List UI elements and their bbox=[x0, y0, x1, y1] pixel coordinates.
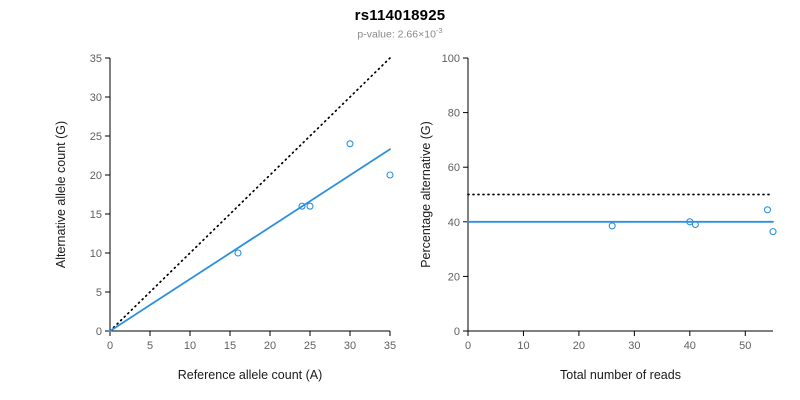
allele-count-scatter-chart: 0 5 10 15 20 25 30 35 0 5 10 15 20 25 30 35 Reference al… bbox=[54, 53, 396, 382]
x-tick-label: 50 bbox=[739, 340, 751, 352]
data-point bbox=[298, 202, 306, 210]
x-axis-label: Reference allele count (A) bbox=[178, 368, 323, 382]
pvalue-exponent: -3 bbox=[435, 26, 443, 35]
x-tick-label: 35 bbox=[384, 340, 396, 352]
y-tick-label: 20 bbox=[448, 271, 460, 283]
y-tick-label: 80 bbox=[448, 108, 460, 120]
x-tick-label: 25 bbox=[304, 340, 316, 352]
x-tick-label: 20 bbox=[264, 340, 276, 352]
y-tick-label: 10 bbox=[90, 248, 102, 260]
y-tick-label: 15 bbox=[90, 209, 102, 221]
y-tick-label: 60 bbox=[448, 162, 460, 174]
data-point bbox=[346, 140, 354, 148]
y-axis-label: Alternative allele count (G) bbox=[54, 121, 68, 268]
y-tick-label: 100 bbox=[442, 53, 460, 65]
data-point bbox=[386, 171, 394, 179]
data-point bbox=[608, 222, 616, 230]
identity-expected-line bbox=[109, 57, 391, 332]
x-tick-label: 0 bbox=[465, 340, 471, 352]
x-tick-label: 10 bbox=[184, 340, 196, 352]
y-tick-label: 40 bbox=[448, 217, 460, 229]
x-tick-label: 30 bbox=[344, 340, 356, 352]
data-point bbox=[234, 249, 242, 257]
x-tick-label: 30 bbox=[628, 340, 640, 352]
fitted-line bbox=[109, 148, 391, 332]
y-tick-label: 35 bbox=[90, 53, 102, 65]
y-tick-label: 5 bbox=[96, 287, 102, 299]
pvalue-text: p-value: 2.66×10 bbox=[357, 28, 436, 41]
y-tick-label: 25 bbox=[90, 131, 102, 143]
figure-header: rs114018925 p-value: 2.66×10-3 bbox=[0, 0, 800, 46]
pvalue-subtitle: p-value: 2.66×10-3 bbox=[0, 26, 800, 41]
charts-row: 0 5 10 15 20 25 30 35 0 5 10 15 20 25 30 35 Reference al… bbox=[0, 46, 800, 396]
x-tick-label: 10 bbox=[517, 340, 529, 352]
y-axis-label: Percentage alternative (G) bbox=[420, 121, 433, 268]
y-tick-label: 20 bbox=[90, 170, 102, 182]
data-point bbox=[306, 202, 314, 210]
y-tick-label: 0 bbox=[96, 326, 102, 338]
y-tick-label: 0 bbox=[454, 326, 460, 338]
data-point bbox=[691, 220, 699, 229]
data-point bbox=[686, 218, 694, 226]
x-axis-label: Total number of reads bbox=[560, 368, 681, 382]
data-point bbox=[769, 228, 777, 236]
percentage-alternative-chart: 0 10 20 30 40 50 0 20 40 60 80 100 Total number of r… bbox=[420, 53, 777, 382]
x-tick-label: 15 bbox=[224, 340, 236, 352]
figure-title: rs114018925 bbox=[354, 7, 446, 24]
x-tick-label: 20 bbox=[573, 340, 585, 352]
data-point bbox=[763, 206, 772, 214]
x-tick-label: 5 bbox=[147, 340, 153, 352]
y-tick-label: 30 bbox=[90, 92, 102, 104]
x-tick-label: 0 bbox=[107, 340, 113, 352]
x-tick-label: 40 bbox=[684, 340, 696, 352]
